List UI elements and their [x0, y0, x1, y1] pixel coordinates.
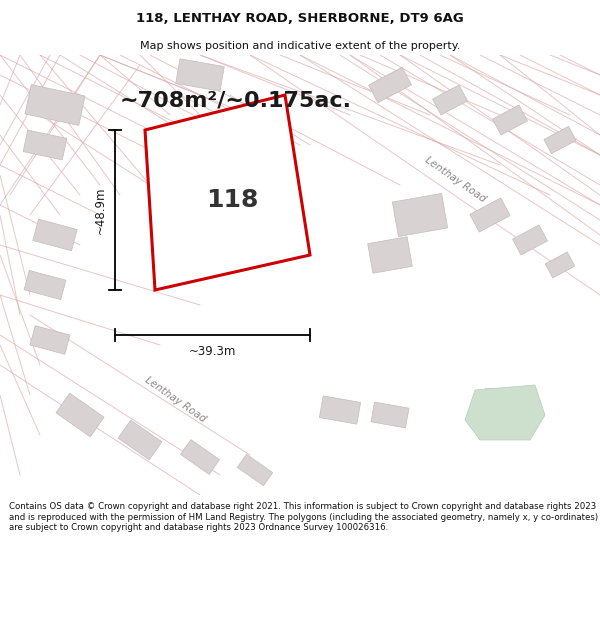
Polygon shape — [238, 454, 272, 486]
Polygon shape — [470, 198, 510, 232]
Polygon shape — [56, 393, 104, 437]
Text: Contains OS data © Crown copyright and database right 2021. This information is : Contains OS data © Crown copyright and d… — [9, 503, 598, 532]
Text: Map shows position and indicative extent of the property.: Map shows position and indicative extent… — [140, 41, 460, 51]
Polygon shape — [371, 402, 409, 428]
Text: 118: 118 — [206, 188, 258, 212]
Polygon shape — [176, 59, 224, 91]
Polygon shape — [30, 326, 70, 354]
Polygon shape — [368, 237, 412, 273]
Polygon shape — [145, 95, 310, 290]
Text: 118, LENTHAY ROAD, SHERBORNE, DT9 6AG: 118, LENTHAY ROAD, SHERBORNE, DT9 6AG — [136, 12, 464, 25]
Text: ~48.9m: ~48.9m — [94, 186, 107, 234]
Polygon shape — [485, 388, 535, 422]
Polygon shape — [33, 219, 77, 251]
Polygon shape — [368, 68, 412, 102]
Polygon shape — [181, 439, 220, 474]
Polygon shape — [319, 396, 361, 424]
Polygon shape — [392, 193, 448, 237]
Polygon shape — [23, 130, 67, 160]
Polygon shape — [544, 126, 576, 154]
Polygon shape — [512, 225, 547, 255]
Polygon shape — [545, 252, 575, 278]
Text: Lenthay Road: Lenthay Road — [143, 375, 208, 425]
Polygon shape — [493, 105, 527, 135]
Polygon shape — [465, 385, 545, 440]
Text: Lenthay Road: Lenthay Road — [422, 155, 487, 205]
Text: ~708m²/~0.175ac.: ~708m²/~0.175ac. — [120, 90, 352, 110]
Polygon shape — [25, 84, 85, 126]
Polygon shape — [118, 420, 162, 460]
Polygon shape — [433, 85, 467, 115]
Polygon shape — [24, 271, 66, 299]
Text: ~39.3m: ~39.3m — [189, 345, 236, 358]
